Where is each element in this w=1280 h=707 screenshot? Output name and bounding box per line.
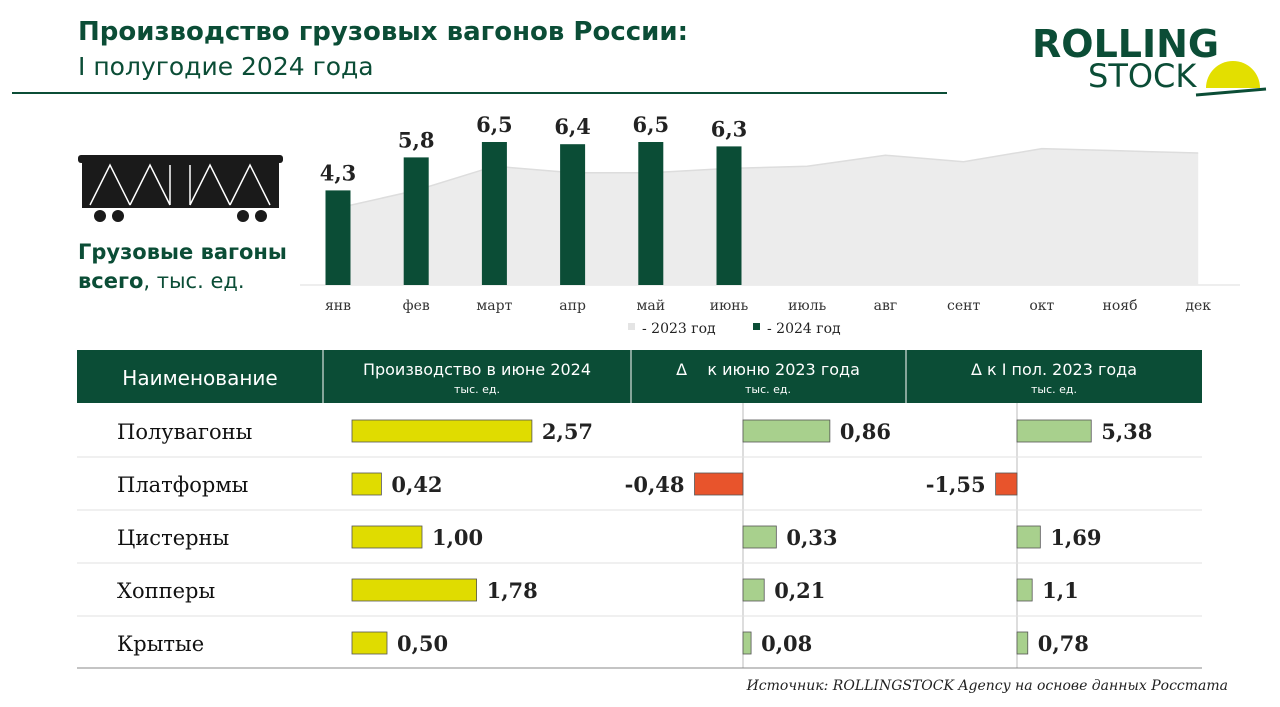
subtitle: I полугодие 2024 года [78,52,374,81]
data-label: 4,3 [320,160,357,185]
column-title: Наименование [122,366,277,390]
column-title: Производство в июне 2024 [363,360,591,379]
column-title: Δ к июню 2023 года [676,360,860,379]
logo-text: ROLLING [1032,22,1219,66]
x-tick-label: дек [1185,298,1211,314]
value-bar [694,472,744,496]
area-line [337,147,1199,209]
x-tick-label: июнь [710,298,749,314]
data-label: 6,5 [633,112,670,137]
x-tick-label: фев [403,298,430,314]
value-label: 1,00 [432,525,483,550]
caption-bold: всего [78,269,143,293]
logo-sun [1206,61,1260,88]
x-tick-label: янв [325,298,351,314]
caption: Грузовые вагоны [78,240,287,264]
value-label: 0,78 [1038,631,1089,656]
legend-swatch [753,323,760,330]
x-tick-label: апр [559,298,586,314]
column-unit: тыс. ед. [745,383,791,396]
value-bar [1016,631,1029,655]
value-label: 0,08 [761,631,812,656]
value-bar [1016,525,1041,549]
value-label: 0,86 [840,419,891,444]
value-bar [351,472,382,496]
value-bar [1016,578,1033,602]
value-label: 1,1 [1042,578,1079,603]
area-fill [338,148,1199,285]
row-name: Цистерны [117,526,229,550]
value-bar [351,578,477,602]
x-tick-label: нояб [1102,298,1137,314]
bar [481,142,507,285]
value-bar [351,525,423,549]
value-bar [995,472,1018,496]
logo-text: STOCK [1088,57,1197,95]
logo-rail [1195,87,1267,97]
column-unit: тыс. ед. [454,383,500,396]
value-label: 1,69 [1050,525,1101,550]
value-label: 0,21 [774,578,825,603]
data-label: 6,3 [711,116,748,141]
column-unit: тыс. ед. [1031,383,1077,396]
value-label: 0,33 [786,525,837,550]
value-bar [1016,419,1092,443]
data-label: 6,4 [554,114,591,139]
value-bar [351,419,533,443]
value-bar [351,631,388,655]
value-bar [742,578,765,602]
legend-swatch [628,323,635,330]
value-bar [742,631,752,655]
x-tick-label: сент [947,298,980,314]
value-label: 0,50 [397,631,448,656]
title: Производство грузовых вагонов России: [78,17,688,47]
row-name: Платформы [117,473,248,497]
value-bar [742,419,831,443]
caption: всего, тыс. ед. [78,269,245,293]
x-tick-label: окт [1029,298,1054,314]
bar [716,146,742,285]
x-tick-label: июль [788,298,826,314]
row-name: Крытые [117,632,204,656]
legend-label: - 2024 год [767,321,841,337]
wagon-icon [78,155,283,222]
bar [638,142,664,285]
data-label: 5,8 [398,127,435,152]
row-name: Хопперы [117,579,215,603]
source: Источник: ROLLINGSTOCK Agency на основе … [746,678,1228,694]
row-name: Полувагоны [117,420,252,444]
bar [560,144,586,285]
column-title: Δ к I пол. 2023 года [971,360,1137,379]
x-tick-label: авг [874,298,898,314]
data-label: 6,5 [476,112,513,137]
x-tick-label: март [476,298,512,314]
caption-rest: , тыс. ед. [143,269,244,293]
value-bar [742,525,777,549]
value-label: 5,38 [1101,419,1152,444]
bar [325,190,351,285]
value-label: 2,57 [542,419,593,444]
value-label: 0,42 [391,472,442,497]
table-header [77,350,1202,403]
value-label: -1,55 [926,472,986,497]
x-tick-label: май [637,298,666,314]
value-label: 1,78 [487,578,538,603]
legend-label: - 2023 год [642,321,716,337]
value-label: -0,48 [625,472,685,497]
bar [403,157,429,285]
